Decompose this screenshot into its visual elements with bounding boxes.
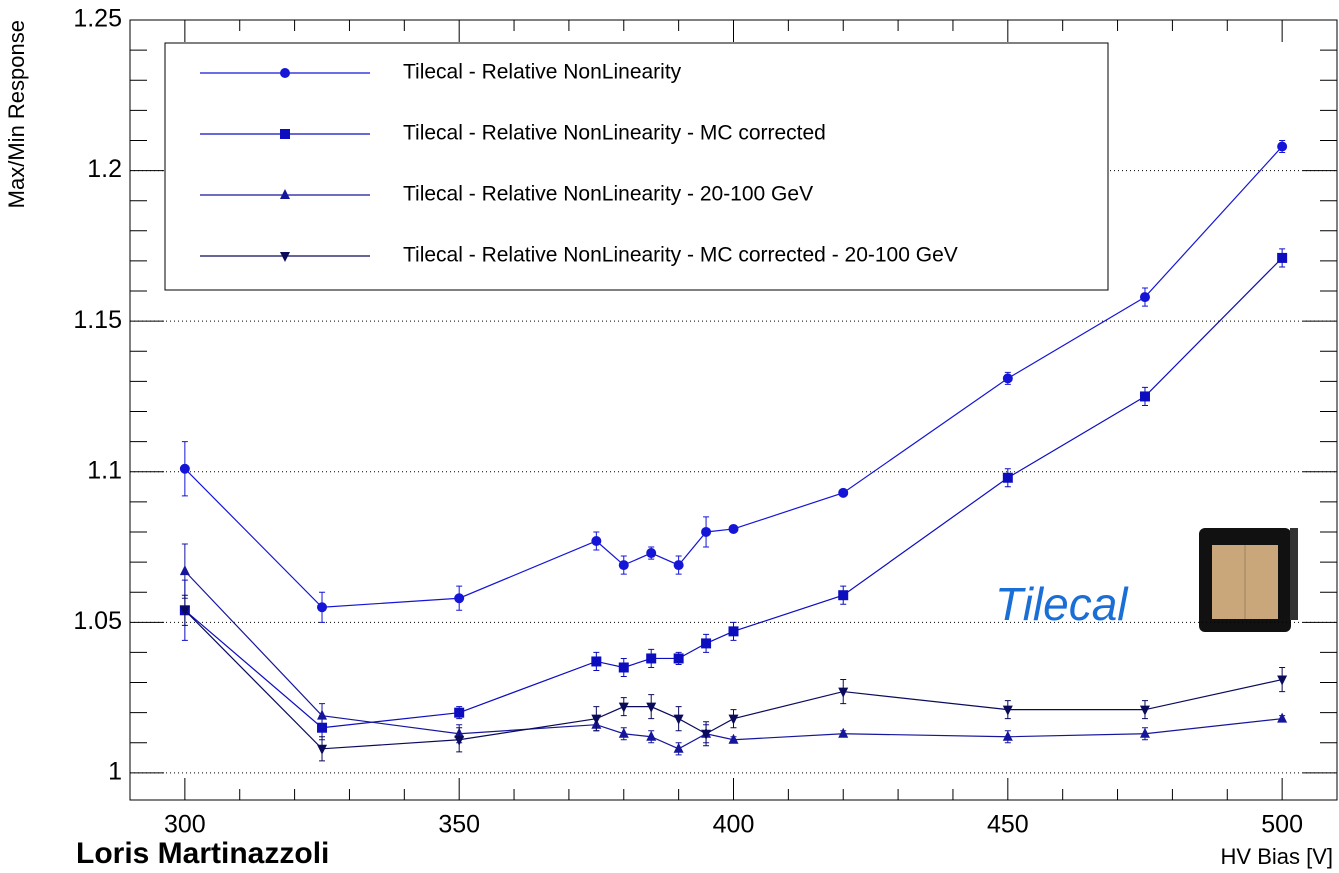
legend-label: Tilecal - Relative NonLinearity - MC cor… — [403, 244, 958, 267]
data-point — [838, 687, 849, 698]
y-tick-label: 1.1 — [87, 456, 122, 484]
y-axis-label: Max/Min Response — [4, 20, 29, 208]
data-point — [646, 730, 657, 741]
data-point — [1139, 391, 1150, 402]
sipm-icon — [1199, 528, 1298, 632]
legend-marker — [280, 129, 290, 139]
legend-label: Tilecal - Relative NonLinearity — [403, 61, 682, 84]
x-tick-label: 400 — [713, 811, 755, 839]
data-point — [673, 742, 684, 753]
data-point — [1277, 141, 1288, 152]
data-point — [838, 727, 849, 738]
data-point — [618, 560, 629, 571]
data-point — [618, 662, 629, 673]
data-point — [1277, 675, 1288, 686]
y-tick-label: 1 — [108, 758, 122, 786]
author: Loris Martinazzoli — [76, 837, 329, 870]
data-point — [646, 548, 657, 559]
data-point — [728, 714, 739, 725]
y-tick-label: 1.25 — [73, 5, 122, 33]
data-point — [317, 709, 328, 720]
x-tick-label: 450 — [987, 811, 1029, 839]
legend-marker — [280, 189, 290, 199]
data-point — [1002, 472, 1013, 483]
data-point — [591, 656, 602, 667]
data-point — [728, 733, 739, 744]
data-point — [591, 536, 602, 547]
data-point — [701, 526, 712, 537]
data-point — [1277, 712, 1288, 723]
data-point — [1277, 252, 1288, 263]
legend-label: Tilecal - Relative NonLinearity - 20-100… — [403, 183, 813, 206]
data-point — [728, 626, 739, 637]
x-axis-label: HV Bias [V] — [1221, 844, 1333, 869]
data-point — [1002, 705, 1013, 716]
data-point — [728, 523, 739, 534]
data-point — [673, 714, 684, 725]
data-point — [1139, 705, 1150, 716]
legend-marker — [280, 68, 290, 78]
data-point — [701, 638, 712, 649]
data-point — [701, 729, 712, 740]
data-point — [618, 702, 629, 713]
data-point — [454, 735, 465, 746]
data-point — [179, 463, 190, 474]
legend-marker — [280, 252, 290, 262]
data-point — [1139, 292, 1150, 303]
data-point — [673, 560, 684, 571]
data-point — [179, 565, 190, 576]
annotation: Tilecal — [995, 578, 1129, 630]
y-tick-label: 1.2 — [87, 155, 122, 183]
data-point — [646, 653, 657, 664]
data-point — [591, 714, 602, 725]
data-point — [838, 487, 849, 498]
data-point — [179, 606, 190, 617]
data-point — [1002, 373, 1013, 384]
data-point — [454, 593, 465, 604]
data-point — [317, 744, 328, 755]
x-tick-label: 350 — [438, 811, 480, 839]
data-point — [454, 707, 465, 718]
data-point — [646, 702, 657, 713]
data-point — [838, 590, 849, 601]
legend-box — [164, 42, 1109, 291]
y-tick-label: 1.05 — [73, 607, 122, 635]
x-tick-label: 300 — [164, 811, 206, 839]
data-point — [1139, 727, 1150, 738]
data-point — [673, 653, 684, 664]
x-tick-label: 500 — [1261, 811, 1303, 839]
data-point — [317, 602, 328, 613]
series-line — [184, 257, 1283, 729]
data-point — [1002, 730, 1013, 741]
y-tick-label: 1.15 — [73, 306, 122, 334]
data-point — [618, 727, 629, 738]
legend-label: Tilecal - Relative NonLinearity - MC cor… — [403, 122, 826, 145]
